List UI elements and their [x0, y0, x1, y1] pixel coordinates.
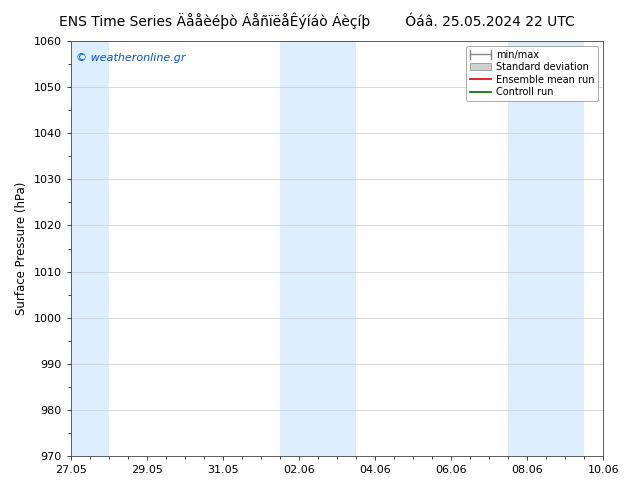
Bar — [508, 41, 584, 456]
Text: ENS Time Series Äååèéþò ÁåñïëåÊýíáò Áèçíþ        Óáâ. 25.05.2024 22 UTC: ENS Time Series Äååèéþò ÁåñïëåÊýíáò Áèçí… — [59, 12, 575, 29]
Bar — [356, 41, 508, 456]
Bar — [280, 41, 356, 456]
Y-axis label: Surface Pressure (hPa): Surface Pressure (hPa) — [15, 182, 28, 315]
Text: © weatheronline.gr: © weatheronline.gr — [76, 53, 186, 64]
Bar — [584, 41, 603, 456]
Bar — [71, 41, 109, 456]
Legend: min/max, Standard deviation, Ensemble mean run, Controll run: min/max, Standard deviation, Ensemble me… — [466, 46, 598, 101]
Bar — [109, 41, 280, 456]
